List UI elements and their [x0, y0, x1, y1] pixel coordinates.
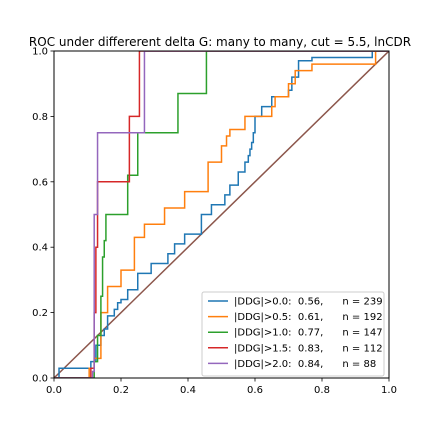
x-axis-ticks: 0.0 0.2 0.4 0.6 0.8 1.0: [46, 378, 397, 396]
y-axis-ticks: 0.0 0.2 0.4 0.6 0.8 1.0: [32, 47, 54, 385]
x-tick-label: 1.0: [381, 385, 397, 396]
legend-entry-3: |DDG|>1.5: 0.83, n = 112: [234, 343, 383, 354]
x-tick-label: 0.4: [180, 385, 196, 396]
roc-series-line-4: [54, 51, 389, 378]
x-tick-label: 0.2: [113, 385, 129, 396]
series-layer: [54, 51, 389, 378]
legend-entry-4: |DDG|>2.0: 0.84, n = 88: [234, 359, 376, 370]
y-tick-label: 0.0: [32, 374, 48, 385]
y-tick-label: 1.0: [32, 47, 48, 58]
legend: |DDG|>0.0: 0.56, n = 239 |DDG|>0.5: 0.61,…: [201, 291, 385, 377]
legend-box: [201, 291, 385, 377]
x-tick-label: 0.0: [46, 385, 62, 396]
x-tick-label: 0.6: [247, 385, 263, 396]
legend-entry-1: |DDG|>0.5: 0.61, n = 192: [234, 312, 383, 323]
y-tick-label: 0.8: [32, 112, 48, 123]
diagonal-reference-line: [53, 50, 390, 379]
roc-series-line-0: [54, 51, 389, 378]
y-tick-label: 0.2: [32, 308, 48, 319]
chart-title: ROC under differerent delta G: many to m…: [29, 35, 411, 49]
roc-series-line-3: [54, 51, 389, 378]
x-tick-label: 0.8: [314, 385, 330, 396]
y-tick-label: 0.6: [32, 177, 48, 188]
diagonal-reference-layer: [53, 50, 390, 379]
axes-frame: [53, 50, 390, 379]
roc-series-line-1: [54, 51, 389, 378]
legend-entry-0: |DDG|>0.0: 0.56, n = 239: [234, 297, 383, 308]
y-tick-label: 0.4: [32, 243, 48, 254]
legend-entry-2: |DDG|>1.0: 0.77, n = 147: [234, 328, 383, 339]
roc-series-line-2: [54, 51, 389, 378]
